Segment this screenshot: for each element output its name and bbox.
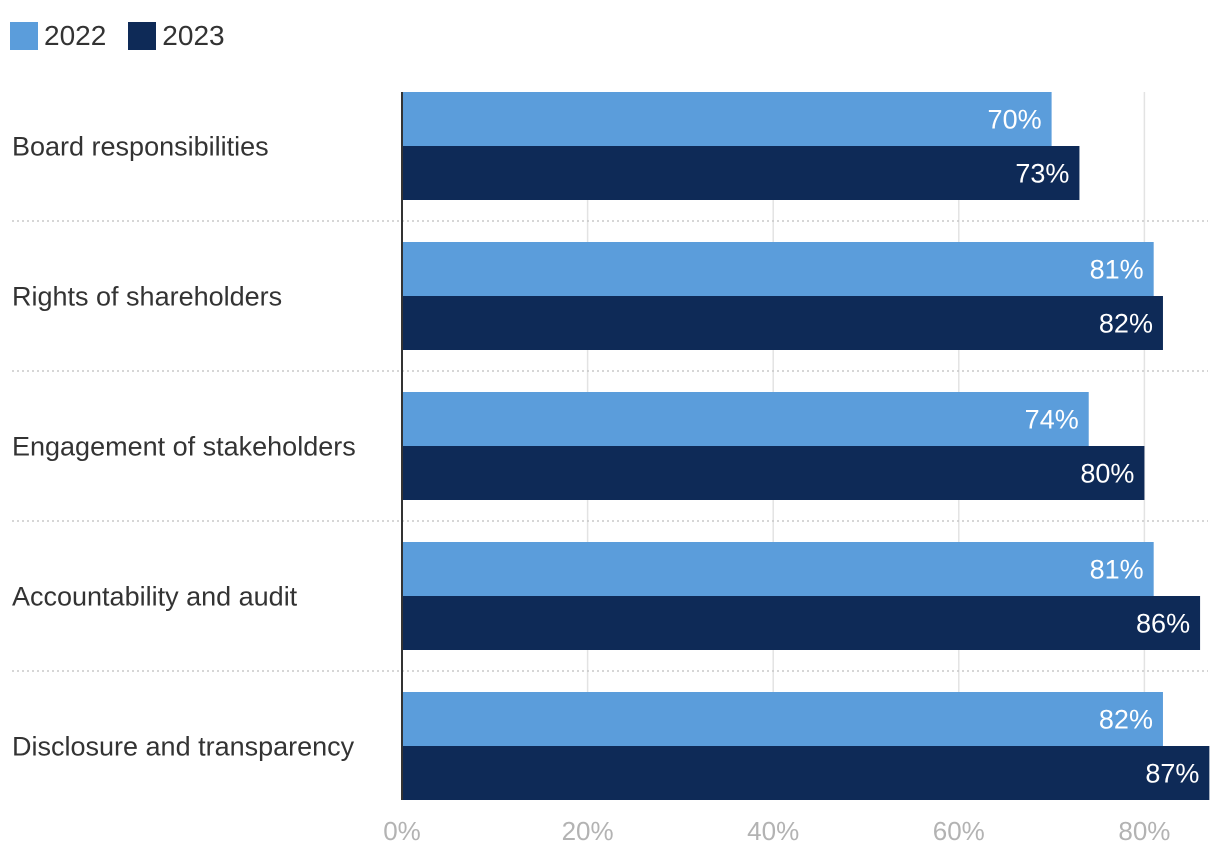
data-label-2023-5: 87% xyxy=(1145,759,1199,789)
x-tick-label-80: 80% xyxy=(1118,816,1170,846)
data-label-2022-4: 81% xyxy=(1090,555,1144,585)
x-tick-label-60: 60% xyxy=(933,816,985,846)
x-tick-label-20: 20% xyxy=(562,816,614,846)
bar-2023-1[interactable] xyxy=(402,146,1080,200)
legend-label-2023: 2023 xyxy=(162,20,225,51)
category-label-4: Accountability and audit xyxy=(12,582,298,612)
legend: 2022 2023 xyxy=(10,20,225,52)
data-label-2023-2: 82% xyxy=(1099,309,1153,339)
x-tick-label-40: 40% xyxy=(747,816,799,846)
data-label-2023-4: 86% xyxy=(1136,609,1190,639)
bar-2023-5[interactable] xyxy=(402,746,1210,800)
data-label-2022-1: 70% xyxy=(988,105,1042,135)
data-label-2022-3: 74% xyxy=(1025,405,1079,435)
x-tick-label-0: 0% xyxy=(383,816,421,846)
data-label-2023-3: 80% xyxy=(1080,459,1134,489)
category-label-1: Board responsibilities xyxy=(12,132,269,162)
bar-2022-1[interactable] xyxy=(402,92,1052,146)
data-label-2022-2: 81% xyxy=(1090,255,1144,285)
bar-2022-4[interactable] xyxy=(402,542,1154,596)
category-label-3: Engagement of stakeholders xyxy=(12,432,356,462)
legend-label-2022: 2022 xyxy=(44,20,107,51)
legend-swatch-2023 xyxy=(128,22,157,50)
bar-2022-3[interactable] xyxy=(402,392,1089,446)
legend-item-2022[interactable]: 2022 xyxy=(10,20,106,52)
category-label-2: Rights of shareholders xyxy=(12,282,282,312)
bar-2023-2[interactable] xyxy=(402,296,1163,350)
data-label-2022-5: 82% xyxy=(1099,705,1153,735)
bar-2022-2[interactable] xyxy=(402,242,1154,296)
bar-2023-3[interactable] xyxy=(402,446,1145,500)
bar-2023-4[interactable] xyxy=(402,596,1201,650)
data-label-2023-1: 73% xyxy=(1015,159,1069,189)
category-label-5: Disclosure and transparency xyxy=(12,732,355,762)
legend-swatch-2022 xyxy=(10,22,38,50)
bar-2022-5[interactable] xyxy=(402,692,1163,746)
legend-item-2023[interactable]: 2023 xyxy=(128,20,225,52)
